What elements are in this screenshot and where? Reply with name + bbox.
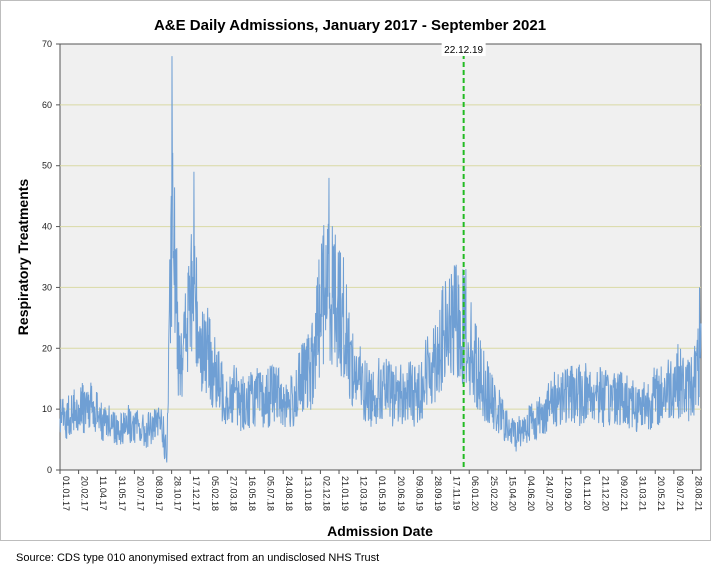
x-tick-label: 21.12.20 [600,476,610,511]
x-tick-label: 01.11.20 [582,476,592,510]
y-tick-label: 60 [42,100,52,110]
grid-lines [60,104,701,410]
x-tick-label: 01.01.17 [61,476,71,511]
y-tick-label: 30 [42,282,52,292]
x-tick-label: 31.03.21 [638,476,648,511]
x-tick-label: 08.09.17 [154,476,164,511]
x-tick-label: 24.07.20 [545,476,555,511]
x-tick-label: 25.02.20 [489,476,499,511]
x-tick-label: 20.05.21 [656,476,666,511]
x-tick-label: 20.06.19 [396,476,406,511]
y-tick-label: 70 [42,39,52,49]
chart: A&E Daily Admissions, January 2017 - Sep… [15,17,703,539]
x-tick-label: 20.02.17 [80,476,90,511]
x-tick-label: 21.01.19 [340,476,350,511]
x-tick-label: 05.07.18 [266,476,276,511]
x-tick-label: 09.08.19 [414,476,424,511]
chart-title: A&E Daily Admissions, January 2017 - Sep… [154,17,546,34]
y-tick-label: 20 [42,343,52,353]
x-tick-label: 24.08.18 [284,476,294,511]
reference-line-group: 22.12.19 [441,43,486,470]
y-tick-label: 50 [42,161,52,171]
x-tick-label: 28.09.19 [433,476,443,511]
y-axis-ticks: 0 10 20 30 40 50 60 70 [42,39,60,475]
x-tick-label: 09.02.21 [619,476,629,511]
x-axis-ticks: 01.01.17 20.02.17 11.04.17 31.05.17 20.07.17… [59,470,703,511]
x-tick-label: 13.10.18 [303,476,313,511]
x-tick-label: 01.05.19 [377,476,387,511]
x-axis-label: Admission Date [327,523,433,539]
x-tick-label: 28.08.21 [693,476,703,511]
x-tick-label: 09.07.21 [675,476,685,511]
x-tick-label: 12.09.20 [563,476,573,511]
y-tick-label: 10 [42,404,52,414]
x-tick-label: 20.07.17 [135,476,145,511]
series-line [59,56,702,463]
x-tick-label: 04.06.20 [526,476,536,511]
x-tick-label: 15.04.20 [507,476,517,511]
x-tick-label: 05.02.18 [210,476,220,511]
series-group [59,56,702,463]
x-tick-label: 16.05.18 [247,476,257,511]
y-tick-label: 0 [47,465,52,475]
x-tick-label: 27.03.18 [228,476,238,511]
source-note: Source: CDS type 010 anonymised extract … [16,552,380,564]
reference-label: 22.12.19 [444,45,483,56]
reference-label-box [441,43,486,56]
x-tick-label: 02.12.18 [321,476,331,511]
y-tick-label: 40 [42,222,52,232]
x-tick-label: 17.12.17 [191,476,201,511]
x-tick-label: 06.01.20 [470,476,480,511]
x-tick-label: 31.05.17 [117,476,127,511]
y-axis-label: Respiratory Treatments [15,179,31,336]
x-tick-label: 28.10.17 [173,476,183,511]
x-tick-label: 11.04.17 [98,476,108,510]
x-tick-label: 17.11.19 [452,476,462,510]
x-tick-label: 12.03.19 [359,476,369,511]
